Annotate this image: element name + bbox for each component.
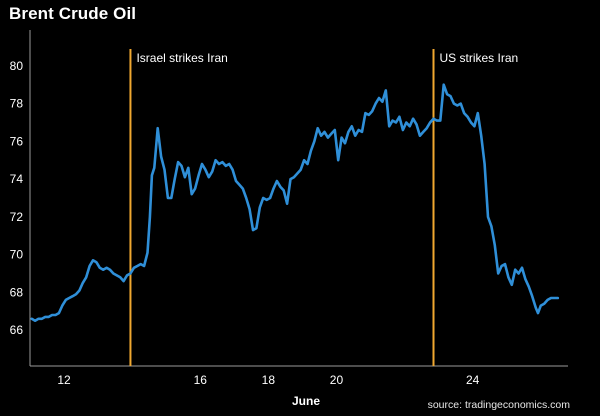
axes (29, 30, 568, 367)
y-tick-label: 72 (10, 210, 24, 224)
y-tick-label: 66 (10, 323, 24, 337)
x-tick-label: 16 (194, 373, 208, 387)
y-tick-label: 70 (10, 248, 24, 262)
y-tick-label: 78 (10, 97, 24, 111)
chart-title: Brent Crude Oil (9, 4, 137, 23)
event-label: US strikes Iran (440, 51, 519, 65)
source-credit: source: tradingeconomics.com (427, 399, 570, 411)
event-label: Israel strikes Iran (136, 51, 227, 65)
y-tick-label: 68 (10, 285, 24, 299)
y-tick-label: 74 (10, 172, 24, 186)
event-markers: Israel strikes Iran US strikes Iran (129, 49, 519, 366)
x-tick-label: 24 (466, 373, 480, 387)
y-tick-label: 76 (10, 134, 24, 148)
tick-labels: 66 68 70 72 74 76 78 80 12 16 18 20 24 June (10, 59, 480, 408)
series-layer (30, 83, 560, 323)
x-axis-label: June (292, 394, 320, 408)
x-tick-label: 18 (262, 373, 276, 387)
y-tick-label: 80 (10, 59, 24, 73)
x-tick-label: 12 (57, 373, 71, 387)
x-tick-label: 20 (330, 373, 344, 387)
price-line (30, 83, 560, 323)
